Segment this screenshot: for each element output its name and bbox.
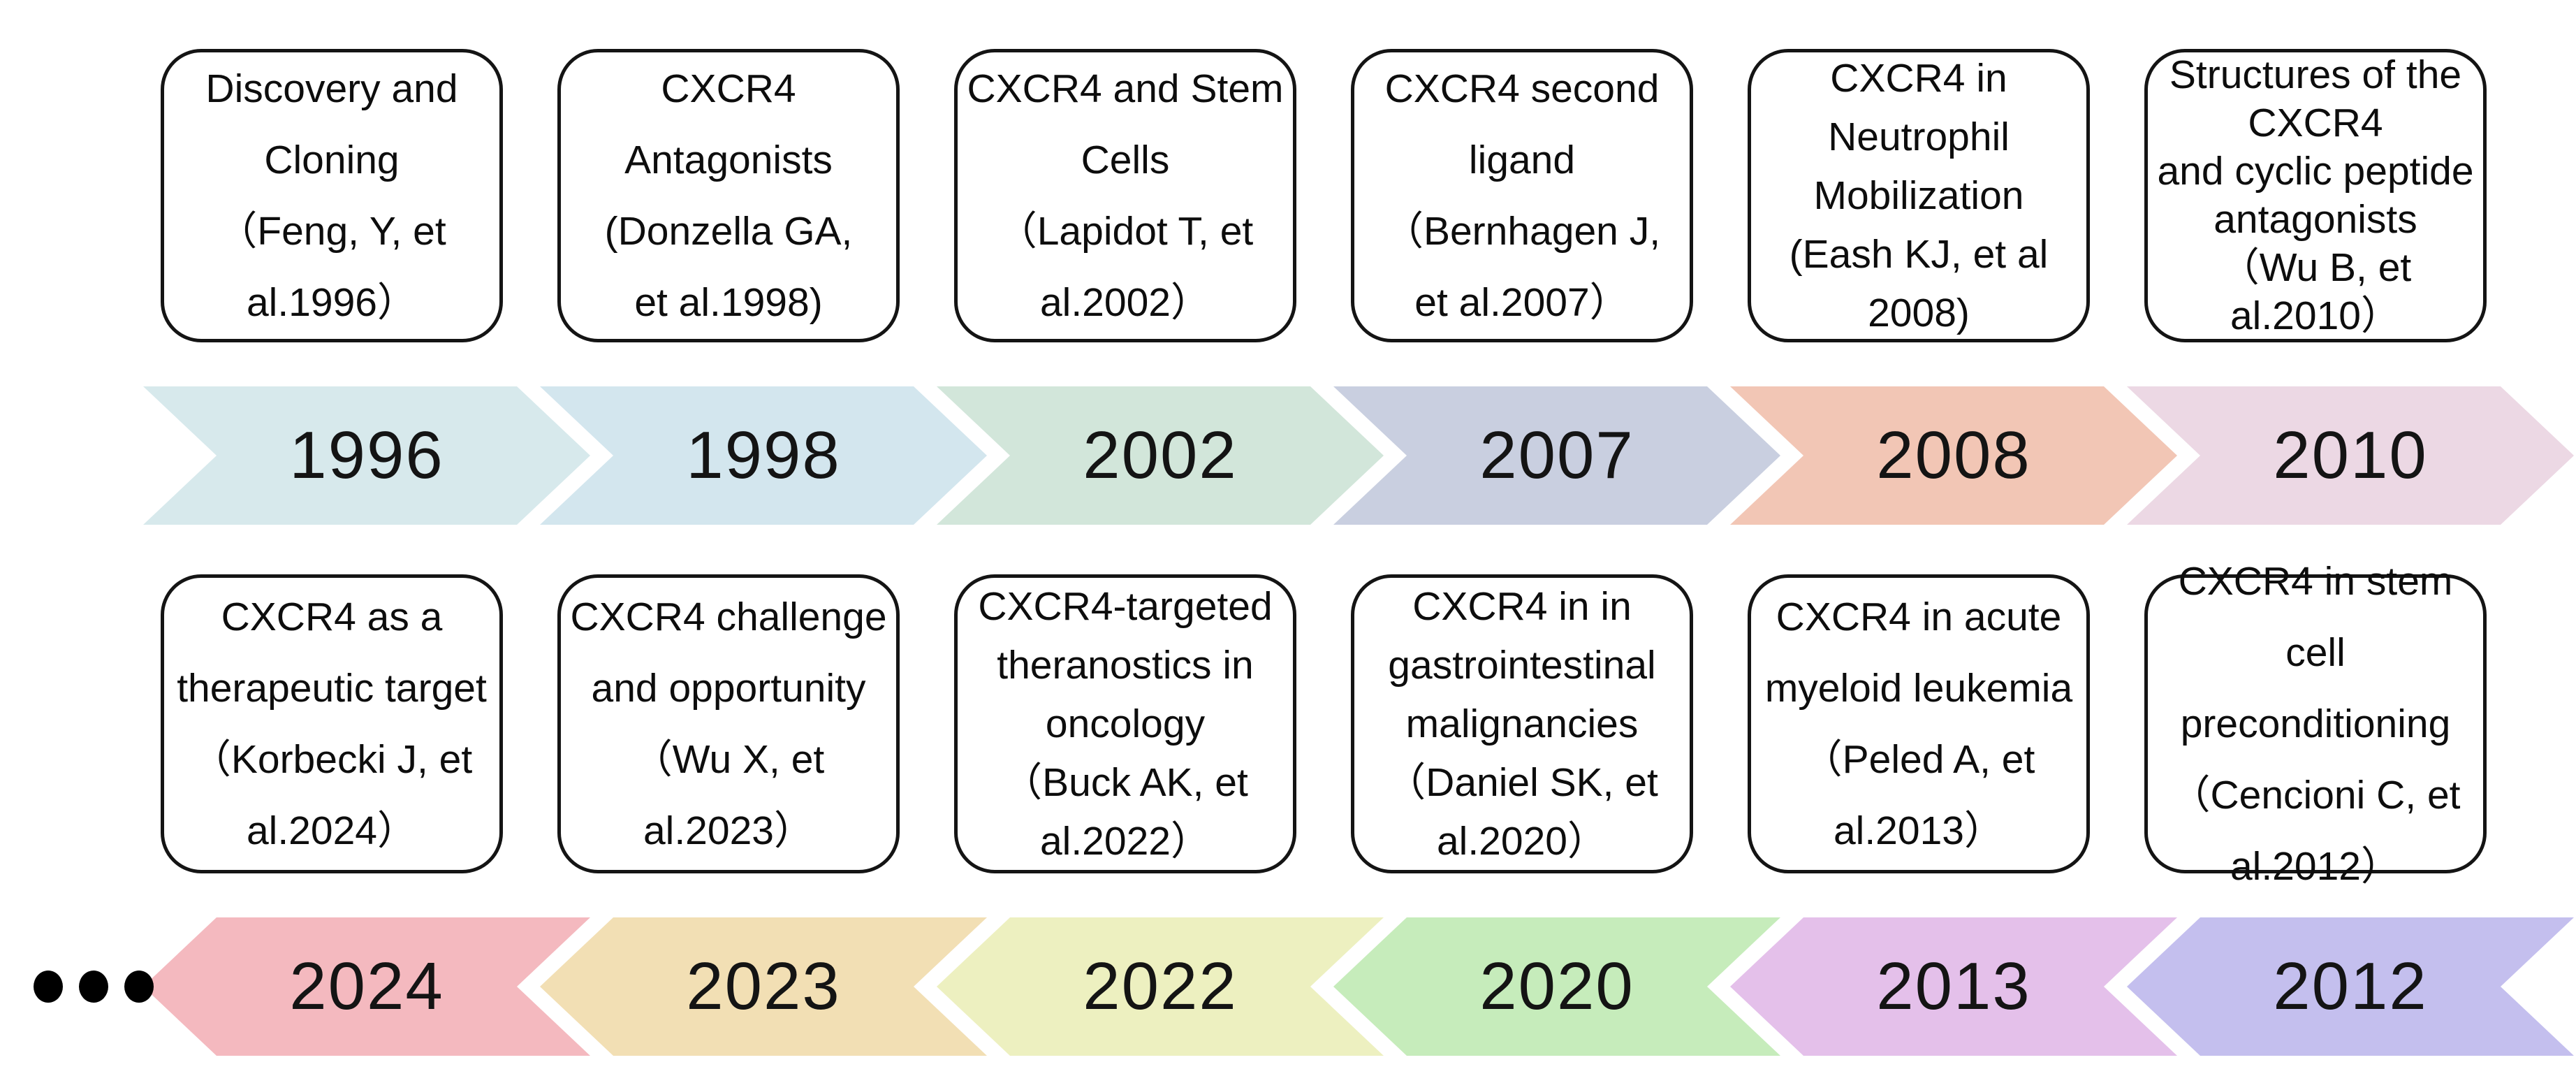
year-chevron-2020: 2020 xyxy=(1333,917,1780,1056)
milestone-card-2024: CXCR4 as a therapeutic target （Korbecki … xyxy=(161,574,503,873)
card-text: CXCR4 in Neutrophil Mobilization (Eash K… xyxy=(1789,56,2049,335)
ellipsis-dot xyxy=(79,971,108,1003)
year-label: 2024 xyxy=(289,949,444,1024)
year-chevron-2012: 2012 xyxy=(2127,917,2574,1056)
card-text: CXCR4 as a therapeutic target （Korbecki … xyxy=(177,595,487,853)
ellipsis-dot xyxy=(34,971,63,1003)
year-label: 2010 xyxy=(2273,418,2428,493)
year-label: 2022 xyxy=(1083,949,1238,1024)
milestone-card-2012: CXCR4 in stem cell preconditioning （Cenc… xyxy=(2144,559,2487,889)
card-text: CXCR4 challenge and opportunity （Wu X, e… xyxy=(570,595,887,853)
card-text: CXCR4 in stem cell preconditioning （Cenc… xyxy=(2170,559,2461,889)
card-text: CXCR4 in acute myeloid leukemia （Peled A… xyxy=(1764,595,2073,853)
milestone-card-2008: CXCR4 in Neutrophil Mobilization (Eash K… xyxy=(1748,49,2090,342)
year-chevron-1996: 1996 xyxy=(143,386,590,525)
ellipsis-dot xyxy=(124,971,154,1003)
year-label: 2013 xyxy=(1876,949,2031,1024)
milestone-card-2020: CXCR4 in in gastrointestinal malignancie… xyxy=(1351,574,1693,873)
year-chevron-2008: 2008 xyxy=(1730,386,2177,525)
year-chevron-2022: 2022 xyxy=(937,917,1384,1056)
milestone-card-2013: CXCR4 in acute myeloid leukemia （Peled A… xyxy=(1748,574,2090,873)
milestone-card-2023: CXCR4 challenge and opportunity （Wu X, e… xyxy=(557,574,900,873)
more-years-ellipsis-icon xyxy=(34,971,159,1003)
card-text: Discovery and Cloning （Feng, Y, et al.19… xyxy=(205,66,458,325)
year-label: 2020 xyxy=(1479,949,1634,1024)
year-chevron-2010: 2010 xyxy=(2127,386,2574,525)
year-label: 1996 xyxy=(289,418,444,493)
card-text: CXCR4 second ligand （Bernhagen J, et al.… xyxy=(1383,66,1661,325)
year-chevron-2023: 2023 xyxy=(540,917,987,1056)
milestone-card-1998: CXCR4 Antagonists (Donzella GA, et al.19… xyxy=(557,49,900,342)
card-text: CXCR4 Antagonists (Donzella GA, et al.19… xyxy=(604,66,853,325)
year-label: 1998 xyxy=(686,418,841,493)
year-label: 2012 xyxy=(2273,949,2428,1024)
year-chevron-1998: 1998 xyxy=(540,386,987,525)
year-chevron-2013: 2013 xyxy=(1730,917,2177,1056)
year-chevron-2007: 2007 xyxy=(1333,386,1780,525)
card-text: CXCR4 in in gastrointestinal malignancie… xyxy=(1386,584,1658,864)
year-label: 2002 xyxy=(1083,418,1238,493)
milestone-card-2002: CXCR4 and Stem Cells （Lapidot T, et al.2… xyxy=(954,49,1296,342)
card-text: Structures of the CXCR4 and cyclic pepti… xyxy=(2157,52,2474,338)
year-label: 2023 xyxy=(686,949,841,1024)
year-label: 2007 xyxy=(1479,418,1634,493)
milestone-card-2010: Structures of the CXCR4 and cyclic pepti… xyxy=(2144,49,2487,342)
milestone-card-2022: CXCR4-targeted theranostics in oncology … xyxy=(954,574,1296,873)
milestone-card-1996: Discovery and Cloning （Feng, Y, et al.19… xyxy=(161,49,503,342)
year-chevron-2002: 2002 xyxy=(937,386,1384,525)
year-label: 2008 xyxy=(1876,418,2031,493)
milestone-card-2007: CXCR4 second ligand （Bernhagen J, et al.… xyxy=(1351,49,1693,342)
card-text: CXCR4-targeted theranostics in oncology … xyxy=(978,584,1273,864)
year-chevron-2024: 2024 xyxy=(143,917,590,1056)
card-text: CXCR4 and Stem Cells （Lapidot T, et al.2… xyxy=(967,66,1284,325)
